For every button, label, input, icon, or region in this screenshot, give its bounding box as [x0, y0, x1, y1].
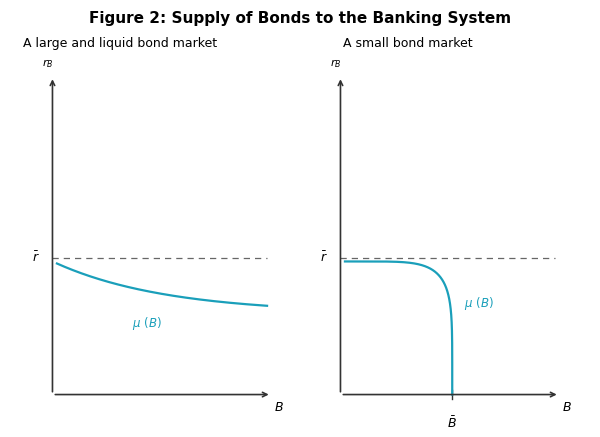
Text: A small bond market: A small bond market [343, 37, 473, 50]
Text: $B$: $B$ [562, 401, 572, 414]
Text: A large and liquid bond market: A large and liquid bond market [23, 37, 217, 50]
Text: $B$: $B$ [274, 401, 284, 414]
Text: $r_B$: $r_B$ [331, 57, 342, 70]
Text: $\bar{r}$: $\bar{r}$ [320, 251, 328, 265]
Text: $\mu\ (B)$: $\mu\ (B)$ [464, 295, 494, 312]
Text: $r_B$: $r_B$ [43, 57, 54, 70]
Text: $\mu\ (B)$: $\mu\ (B)$ [131, 315, 161, 332]
Text: $\bar{B}$: $\bar{B}$ [448, 416, 457, 431]
Text: $\bar{r}$: $\bar{r}$ [32, 251, 40, 265]
Text: Figure 2: Supply of Bonds to the Banking System: Figure 2: Supply of Bonds to the Banking… [89, 11, 511, 26]
